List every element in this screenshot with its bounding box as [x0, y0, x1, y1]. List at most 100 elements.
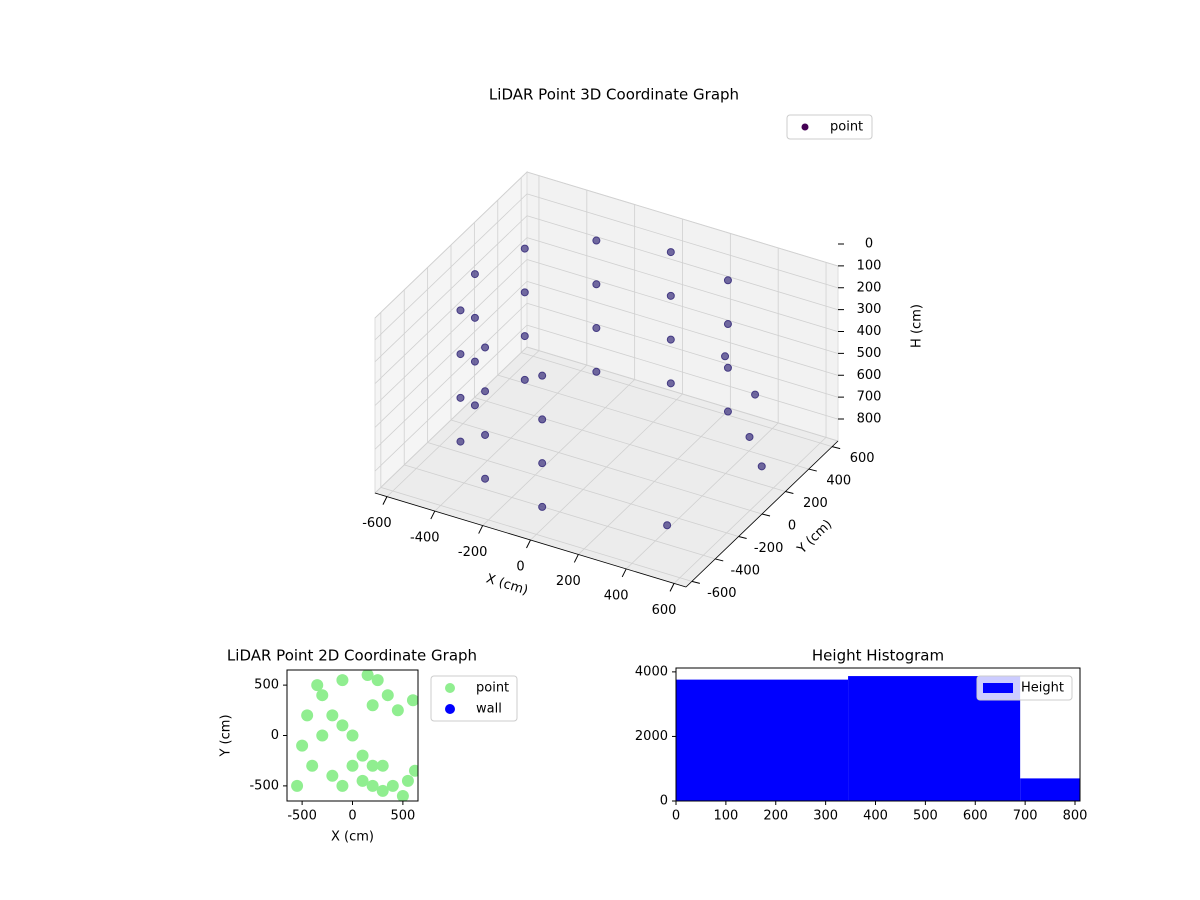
grid-line — [374, 302, 528, 450]
x-tick-label: 400 — [863, 809, 888, 824]
tick-mark — [761, 513, 771, 517]
point — [745, 432, 754, 441]
point — [396, 789, 409, 801]
y-tick-label: 4000 — [635, 664, 668, 679]
point — [386, 779, 399, 792]
z-tick-label: 500 — [857, 346, 882, 361]
y-axis-label: Y (cm) — [219, 714, 234, 757]
tick-mark — [832, 446, 841, 450]
x-tick-label: 500 — [390, 809, 415, 824]
x-tick-label: 300 — [813, 809, 838, 824]
point — [520, 375, 529, 384]
tick-mark — [621, 568, 627, 578]
tick-mark — [691, 580, 700, 584]
grid-line — [497, 374, 809, 470]
point — [723, 276, 732, 285]
point — [520, 244, 529, 253]
axes-frame — [675, 667, 1081, 802]
legend-label: point — [476, 681, 509, 696]
tick-mark — [715, 558, 724, 562]
legend-marker — [801, 123, 809, 131]
bar — [676, 679, 849, 801]
grid-line — [526, 346, 839, 442]
y-tick-label: 400 — [826, 474, 851, 489]
x-tick-label: 0 — [348, 809, 356, 824]
x-tick-label: 500 — [913, 809, 938, 824]
legend-label: point — [830, 120, 863, 135]
legend-label: Height — [1021, 681, 1064, 696]
x-tick-label: 800 — [1063, 809, 1088, 824]
point — [481, 343, 490, 352]
z-tick-label: 600 — [857, 368, 882, 383]
y-tick-label: 0 — [660, 794, 668, 809]
grid-line — [427, 442, 739, 537]
point — [538, 415, 547, 424]
point — [456, 437, 465, 446]
chart-title: LiDAR Point 3D Coordinate Graph — [489, 86, 739, 104]
point — [346, 759, 359, 772]
grid-line — [374, 346, 528, 494]
point — [470, 313, 479, 322]
point — [371, 674, 384, 687]
point — [366, 759, 379, 772]
grid-line — [374, 281, 528, 428]
point — [291, 779, 304, 792]
point — [470, 357, 479, 366]
x-axis-label: X (cm) — [331, 830, 374, 845]
x-tick-label: -500 — [287, 809, 317, 824]
x-tick-label: 400 — [604, 588, 629, 603]
point — [326, 709, 339, 722]
legend-box — [430, 675, 518, 722]
tick-mark — [430, 510, 436, 520]
grid-line — [526, 302, 839, 398]
point — [520, 288, 529, 297]
z-axis-label: H (cm) — [910, 304, 925, 348]
point — [592, 367, 601, 376]
legend-label: wall — [476, 702, 502, 717]
point — [456, 306, 465, 315]
x-tick-label: 200 — [763, 809, 788, 824]
point — [296, 739, 309, 752]
chart-title: LiDAR Point 2D Coordinate Graph — [227, 647, 477, 665]
tick-mark — [808, 468, 817, 472]
grid-line — [526, 215, 839, 311]
point — [470, 401, 479, 410]
y-tick-label: 0 — [788, 519, 796, 534]
z-tick-label: 200 — [857, 280, 882, 295]
point — [666, 248, 675, 257]
point — [666, 379, 675, 388]
grid-line — [526, 259, 839, 354]
point — [366, 779, 379, 792]
point — [538, 459, 547, 468]
point — [311, 679, 324, 692]
y-tick-label: 600 — [850, 451, 875, 466]
grid-line — [374, 324, 528, 472]
legend-marker — [445, 683, 455, 693]
tick-mark — [478, 525, 484, 534]
point — [366, 699, 379, 712]
y-tick-label: -200 — [754, 541, 784, 556]
point — [456, 393, 465, 402]
point — [663, 521, 672, 530]
point — [592, 280, 601, 289]
y-axis-label: Y (cm) — [794, 517, 835, 558]
x-tick-label: 600 — [963, 809, 988, 824]
point — [666, 335, 675, 344]
z-tick-label: 300 — [857, 302, 882, 317]
y-tick-label: 2000 — [635, 729, 668, 744]
x-tick-label: 600 — [652, 603, 677, 618]
point — [757, 462, 766, 471]
point — [361, 670, 374, 682]
point — [406, 694, 418, 707]
grid-line — [526, 237, 839, 333]
x-tick-label: 200 — [556, 574, 581, 589]
point — [456, 350, 465, 359]
x-axis-label: X (cm) — [484, 572, 530, 599]
z-tick-label: 700 — [857, 390, 882, 405]
grid-line — [374, 215, 528, 363]
z-tick-label: 800 — [857, 412, 882, 427]
point — [470, 270, 479, 279]
point — [538, 371, 547, 380]
point — [666, 291, 675, 300]
point — [376, 784, 389, 797]
